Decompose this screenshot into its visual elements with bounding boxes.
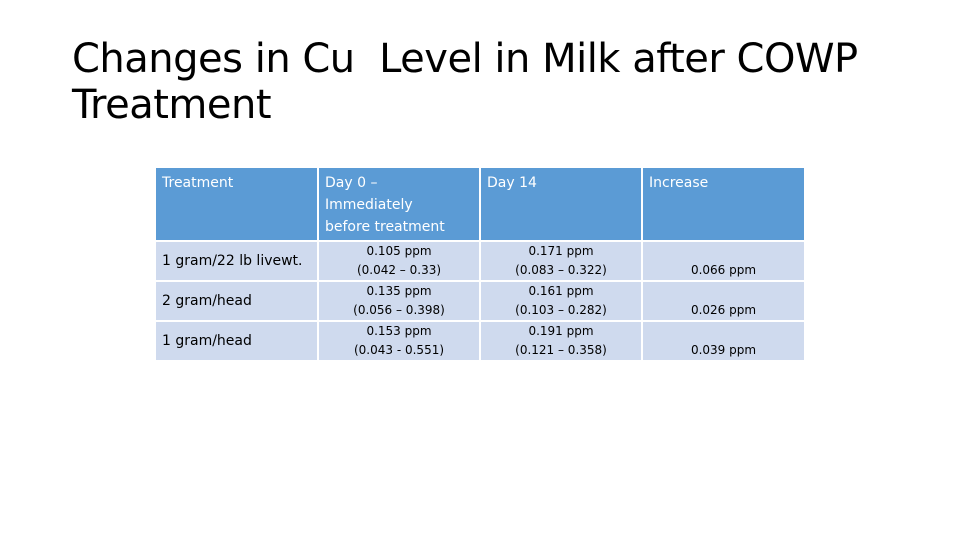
day0-range: (0.056 – 0.398) [353, 303, 445, 317]
day14-value: 0.161 ppm [528, 284, 594, 298]
day0-range: (0.043 - 0.551) [353, 343, 445, 357]
table-row: 2 gram/head 0.135 ppm (0.056 – 0.398) 0.… [156, 281, 804, 322]
increase-cell: 0.039 ppm [642, 321, 804, 362]
day0-value: 0.105 ppm [366, 244, 432, 258]
day14-cell: 0.161 ppm (0.103 – 0.282) [480, 281, 643, 322]
increase-cell: 0.026 ppm [642, 281, 804, 322]
day0-range: (0.042 – 0.33) [356, 263, 442, 277]
day14-range: (0.121 – 0.358) [515, 343, 607, 357]
day0-value: 0.153 ppm [366, 324, 432, 338]
slide-title: Changes in Cu Level in Milk after COWP T… [72, 36, 912, 128]
treatment-cell: 2 gram/head [156, 281, 319, 322]
day0-value: 0.135 ppm [366, 284, 432, 298]
day14-range: (0.083 – 0.322) [515, 263, 607, 277]
header-treatment: Treatment [156, 168, 319, 242]
day0-cell: 0.153 ppm (0.043 - 0.551) [318, 321, 481, 362]
header-day-14: Day 14 [480, 168, 643, 242]
table-row: 1 gram/head 0.153 ppm (0.043 - 0.551) 0.… [156, 321, 804, 362]
header-day-0-line-2: Immediately [325, 197, 413, 213]
increase-cell: 0.066 ppm [642, 241, 804, 282]
day14-value: 0.171 ppm [528, 244, 594, 258]
day0-cell: 0.105 ppm (0.042 – 0.33) [318, 241, 481, 282]
cu-level-table: Treatment Day 0 – Immediately before tre… [156, 168, 804, 362]
day14-value: 0.191 ppm [528, 324, 594, 338]
table-row: 1 gram/22 lb livewt. 0.105 ppm (0.042 – … [156, 241, 804, 282]
day14-range: (0.103 – 0.282) [515, 303, 607, 317]
header-day-0: Day 0 – Immediately before treatment [318, 168, 481, 242]
title-line-2: Treatment [72, 82, 272, 128]
day14-cell: 0.191 ppm (0.121 – 0.358) [480, 321, 643, 362]
day0-cell: 0.135 ppm (0.056 – 0.398) [318, 281, 481, 322]
title-line-1: Changes in Cu Level in Milk after COWP [72, 36, 858, 82]
treatment-cell: 1 gram/22 lb livewt. [156, 241, 319, 282]
table-header-row: Treatment Day 0 – Immediately before tre… [156, 168, 804, 242]
header-increase: Increase [642, 168, 804, 242]
day14-cell: 0.171 ppm (0.083 – 0.322) [480, 241, 643, 282]
header-day-0-line-1: Day 0 – [325, 175, 378, 191]
header-day-0-line-3: before treatment [325, 219, 445, 235]
treatment-cell: 1 gram/head [156, 321, 319, 362]
